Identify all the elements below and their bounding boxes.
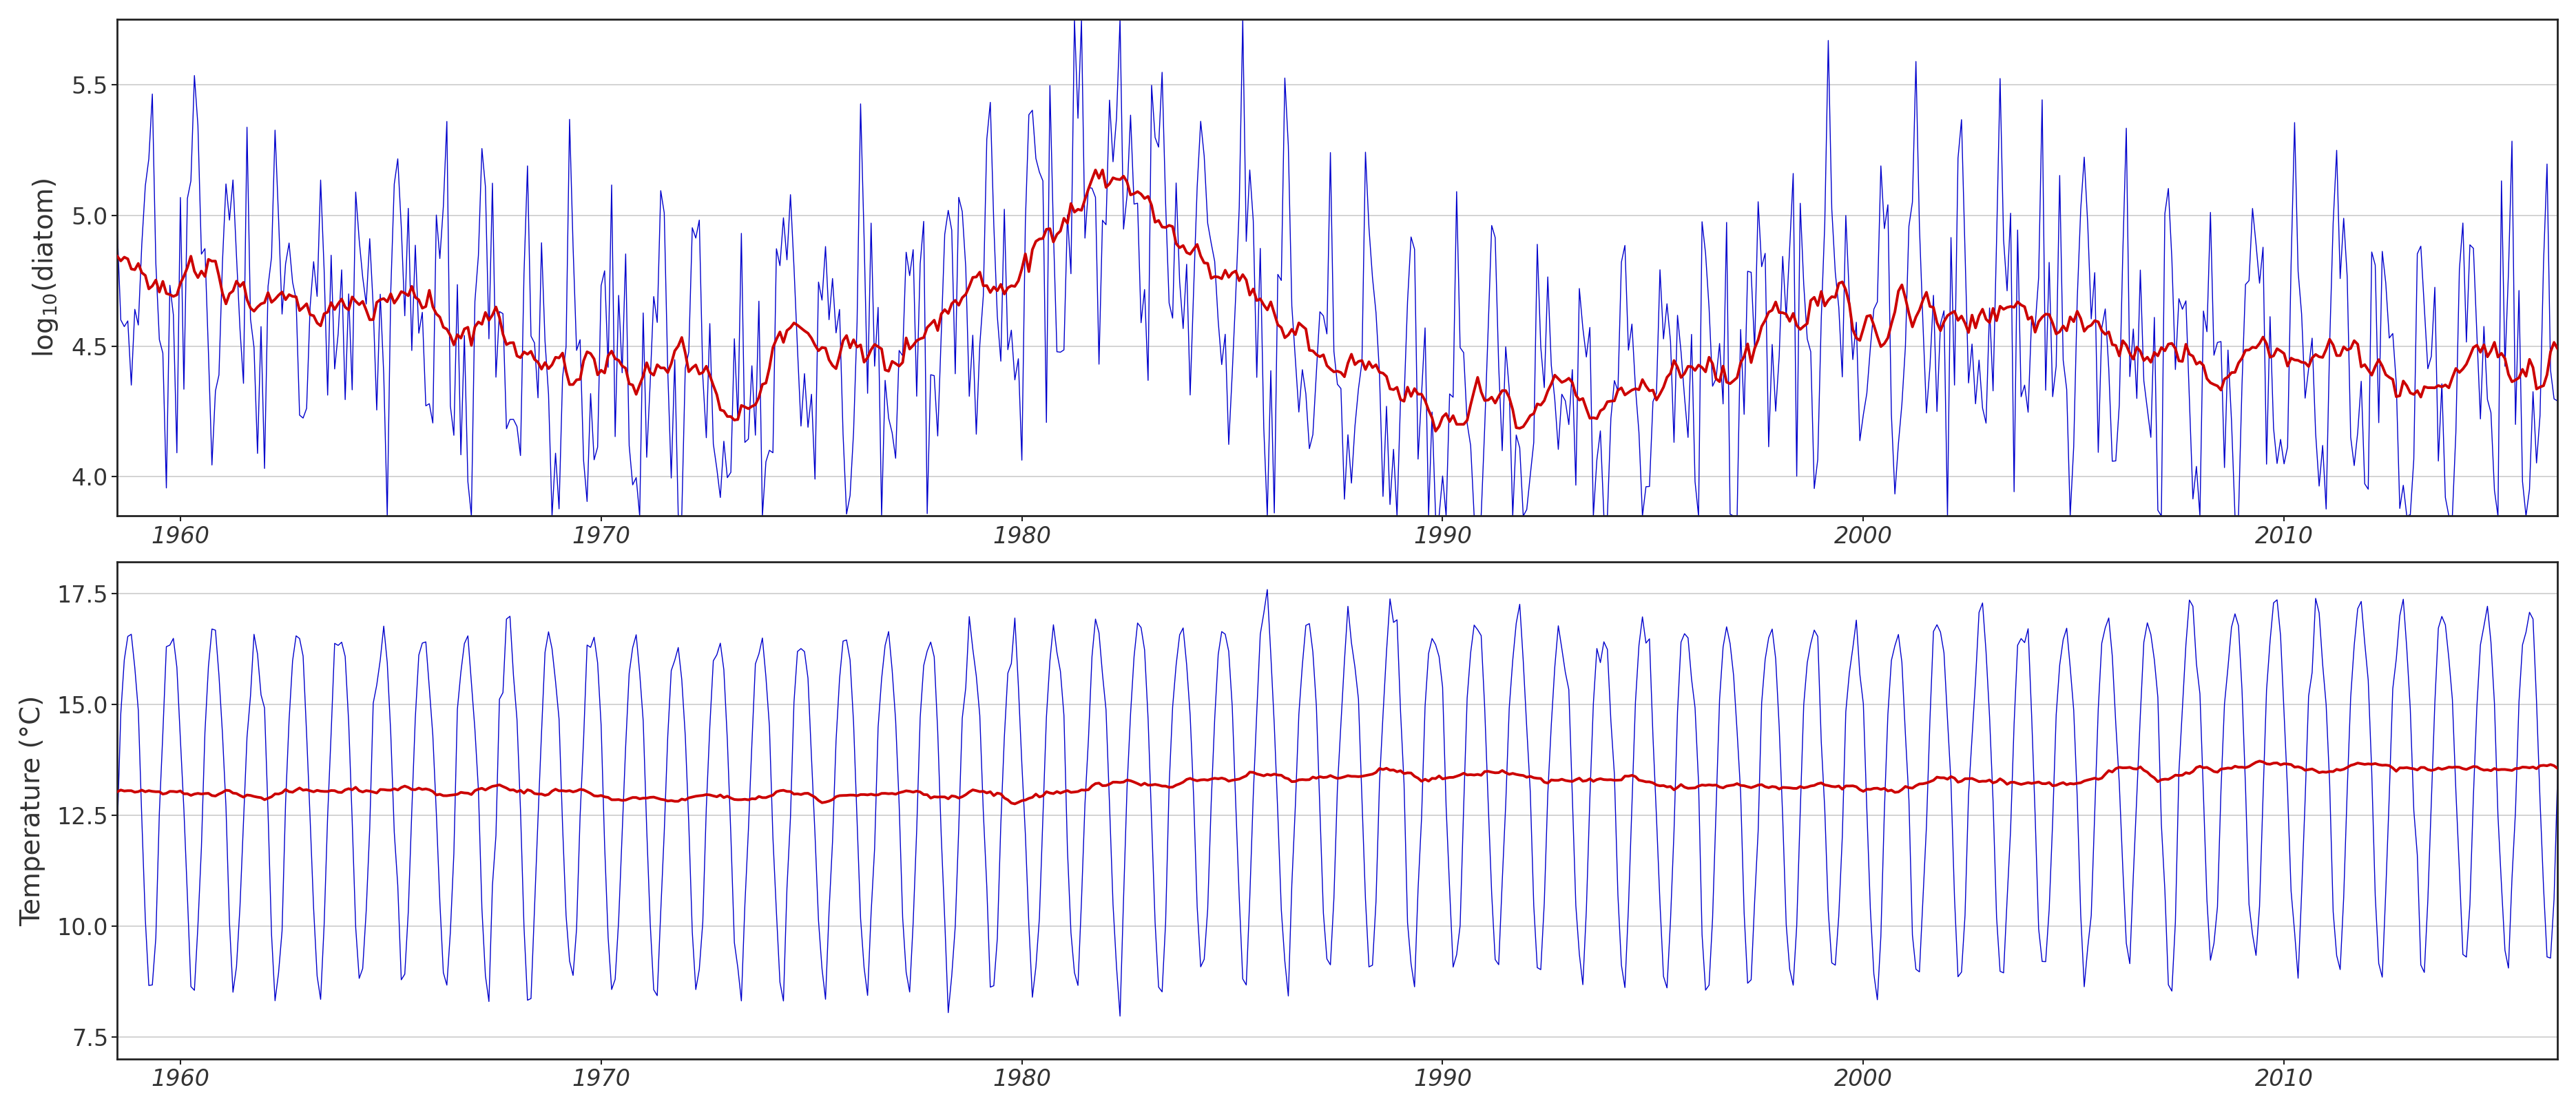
Y-axis label: $\mathregular{log_{10}(diatom)}$: $\mathregular{log_{10}(diatom)}$: [31, 178, 59, 357]
Y-axis label: Temperature (°C): Temperature (°C): [18, 695, 46, 926]
